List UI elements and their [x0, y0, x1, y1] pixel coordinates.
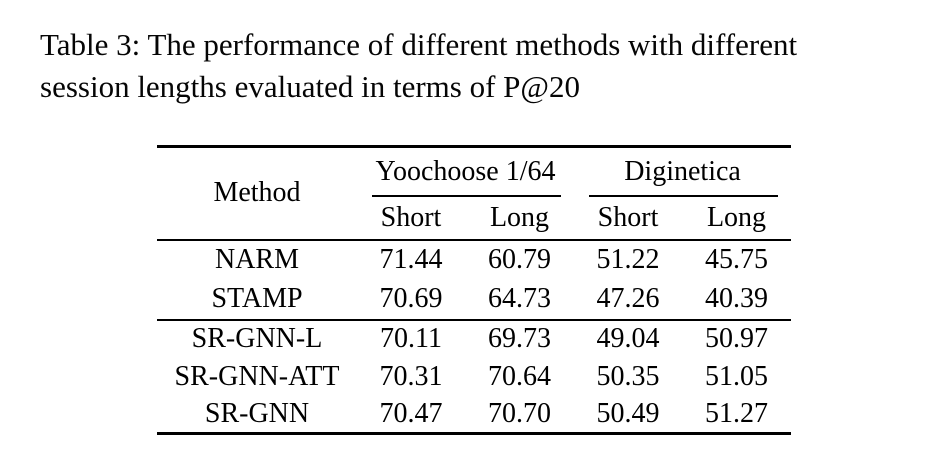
cell-value: 60.79: [488, 244, 551, 275]
srgnn-section: SR-GNN-L 70.11 69.73 49.04 50.97 SR-GNN-…: [157, 320, 791, 434]
table-row-srgnn-att: SR-GNN-ATT 70.31 70.64 50.35 51.05: [157, 358, 791, 396]
column-header-yoochoose-short: Short: [357, 196, 465, 241]
method-name: STAMP: [157, 279, 357, 321]
cell-value: 70.69: [357, 279, 465, 321]
results-table: Method Yoochoose 1/64 Diginetica Short L…: [157, 145, 792, 435]
results-table-header: Method Yoochoose 1/64 Diginetica Short L…: [157, 146, 792, 241]
cell-value: 71.44: [379, 244, 443, 275]
cell-value: 64.73: [465, 279, 575, 321]
table-row-srgnn-l: SR-GNN-L 70.11 69.73 49.04 50.97: [157, 320, 791, 358]
method-name: NARM: [214, 244, 299, 275]
cell-value: 70.11: [380, 323, 442, 354]
table-caption-line-1: Table 3: The performance of different me…: [40, 27, 798, 62]
cell-value: 70.47: [379, 397, 443, 429]
cell-value: 51.22: [596, 244, 660, 275]
column-group-diginetica: Diginetica: [574, 147, 791, 197]
column-header-diginetica-short: Short: [574, 196, 683, 241]
cell-value: 70.64: [488, 360, 551, 392]
cell-value: 51.05: [705, 360, 769, 392]
column-header-yoochoose-long: Long: [465, 196, 575, 241]
method-name: SR-GNN: [204, 397, 310, 429]
cell-value: 50.97: [705, 323, 769, 354]
cell-value: 47.26: [574, 279, 683, 321]
table-caption: Table 3: The performance of different me…: [40, 24, 920, 108]
cell-value: 50.35: [596, 360, 660, 392]
cell-value: 50.49: [596, 397, 660, 429]
cell-value: 45.75: [705, 244, 769, 275]
column-header-method: Method: [157, 146, 357, 241]
cell-value: 70.70: [488, 397, 551, 429]
column-header-diginetica-long: Long: [682, 196, 792, 241]
header-sub-row: Short Long Short Long: [157, 196, 792, 241]
header-group-row: Method Yoochoose 1/64 Diginetica: [157, 146, 791, 241]
column-group-yoochoose: Yoochoose 1/64: [357, 147, 574, 197]
cell-value: 69.73: [488, 323, 551, 354]
baseline-section: NARM 71.44 60.79 51.22 45.75 STAMP 70.69…: [157, 240, 792, 321]
table-caption-line-2: session lengths evaluated in terms of P@…: [40, 69, 580, 104]
table-row-narm: NARM 71.44 60.79 51.22 45.75: [157, 240, 791, 280]
table-row-stamp: STAMP 70.69 64.73 47.26 40.39: [157, 279, 792, 321]
cell-value: 49.04: [596, 323, 660, 354]
cell-value: 70.31: [379, 360, 443, 392]
method-name: SR-GNN-L: [191, 323, 323, 354]
table-row-srgnn: SR-GNN 70.47 70.70 50.49 51.27: [157, 396, 791, 434]
cell-value: 40.39: [682, 279, 792, 321]
method-name: SR-GNN-ATT: [174, 360, 340, 392]
cell-value: 51.27: [705, 397, 769, 429]
